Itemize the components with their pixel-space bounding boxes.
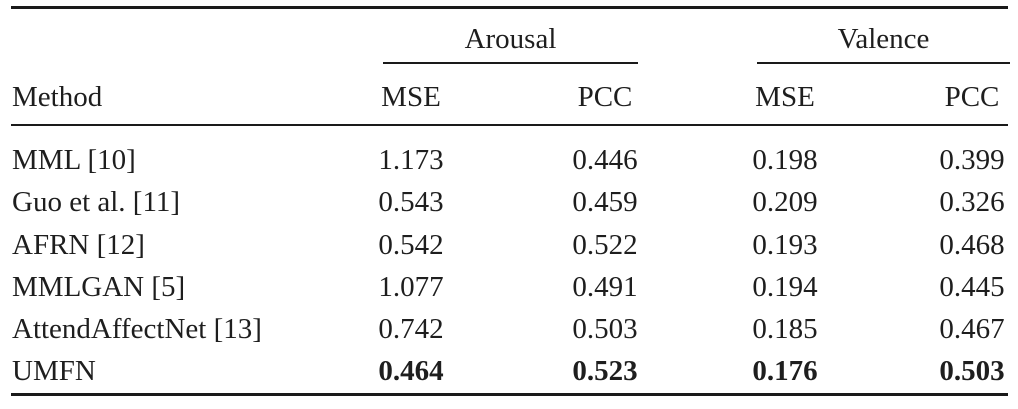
arousal-mse-cell: 0.742 <box>378 313 444 346</box>
arousal-mse-cell: 1.173 <box>378 144 444 176</box>
arousal-pcc-cell: 0.503 <box>572 313 638 346</box>
table-row: MMLGAN [5] 1.077 0.491 0.194 0.445 <box>0 266 1018 308</box>
table-body: MML [10] 1.173 0.446 0.198 0.399 Guo et … <box>0 139 1018 393</box>
valence-mse-cell: 0.193 <box>752 228 818 261</box>
method-cell: AttendAffectNet [13] <box>12 313 262 346</box>
method-cell: Guo et al. [11] <box>12 186 181 219</box>
arousal-pcc-cell: 0.522 <box>572 228 638 261</box>
arousal-pcc-cell: 0.446 <box>572 144 638 176</box>
method-column-header: Method <box>12 81 103 113</box>
valence-group-header: Valence <box>837 23 930 55</box>
table-bottom-rule <box>11 393 1008 396</box>
arousal-pcc-cell: 0.491 <box>572 270 638 303</box>
valence-pcc-cell: 0.468 <box>939 228 1005 261</box>
table-row: Guo et al. [11] 0.543 0.459 0.209 0.326 <box>0 181 1018 223</box>
valence-pcc-cell: 0.326 <box>939 186 1005 219</box>
table-row: MML [10] 1.173 0.446 0.198 0.399 <box>0 139 1018 181</box>
table-row: UMFN 0.464 0.523 0.176 0.503 <box>0 350 1018 392</box>
arousal-group-header: Arousal <box>464 23 557 55</box>
arousal-pcc-column-header: PCC <box>577 81 633 113</box>
arousal-mse-cell: 0.464 <box>378 355 444 388</box>
arousal-group-underline <box>383 62 638 64</box>
arousal-mse-cell: 0.542 <box>378 228 444 261</box>
valence-pcc-column-header: PCC <box>944 81 1000 113</box>
valence-mse-column-header: MSE <box>755 81 815 113</box>
arousal-mse-cell: 0.543 <box>378 186 444 219</box>
valence-pcc-cell: 0.503 <box>939 355 1005 388</box>
method-cell: AFRN [12] <box>12 228 145 261</box>
valence-mse-cell: 0.209 <box>752 186 818 219</box>
valence-mse-cell: 0.194 <box>752 270 818 303</box>
valence-mse-cell: 0.198 <box>752 144 818 176</box>
valence-mse-cell: 0.176 <box>752 355 818 388</box>
method-cell: MMLGAN [5] <box>12 270 186 303</box>
valence-pcc-cell: 0.445 <box>939 270 1005 303</box>
valence-pcc-cell: 0.399 <box>939 144 1005 176</box>
arousal-pcc-cell: 0.523 <box>572 355 638 388</box>
arousal-mse-column-header: MSE <box>381 81 441 113</box>
valence-mse-cell: 0.185 <box>752 313 818 346</box>
arousal-pcc-cell: 0.459 <box>572 186 638 219</box>
valence-group-underline <box>757 62 1010 64</box>
table-row: AttendAffectNet [13] 0.742 0.503 0.185 0… <box>0 308 1018 350</box>
method-cell: MML [10] <box>12 144 136 176</box>
valence-pcc-cell: 0.467 <box>939 313 1005 346</box>
method-cell: UMFN <box>12 355 96 388</box>
table-row: AFRN [12] 0.542 0.522 0.193 0.468 <box>0 224 1018 266</box>
arousal-mse-cell: 1.077 <box>378 270 444 303</box>
table-top-rule <box>11 6 1008 9</box>
table-header-rule <box>11 124 1008 126</box>
